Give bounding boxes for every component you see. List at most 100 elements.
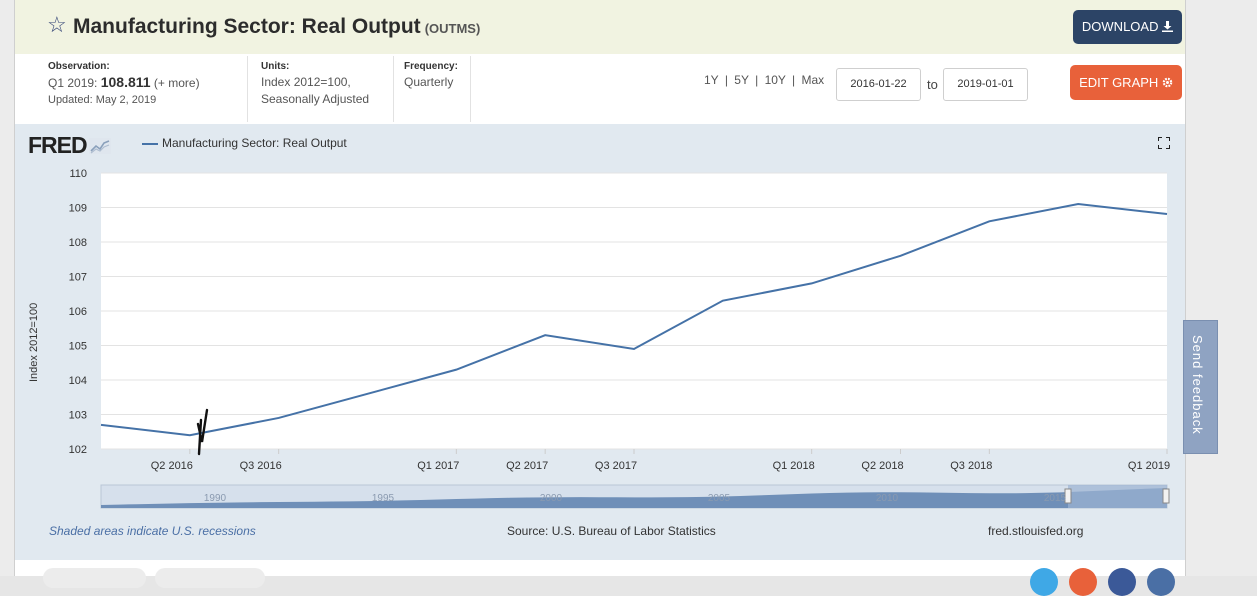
units-line1: Index 2012=100, bbox=[261, 75, 351, 89]
navigator-selection[interactable] bbox=[1068, 485, 1167, 508]
linkedin-icon[interactable] bbox=[1147, 568, 1175, 596]
data-point[interactable] bbox=[362, 388, 374, 400]
handwritten-mark bbox=[196, 408, 209, 456]
units-block: Units: Index 2012=100, Seasonally Adjust… bbox=[261, 61, 369, 108]
y-tick-label: 108 bbox=[69, 237, 87, 249]
edit-graph-button[interactable]: EDIT GRAPH bbox=[1070, 65, 1182, 100]
range-separator: | bbox=[724, 73, 728, 87]
y-tick-label: 103 bbox=[69, 410, 87, 422]
data-point[interactable] bbox=[184, 429, 196, 441]
y-tick-label: 109 bbox=[69, 203, 87, 215]
range-selector: 1Y | 5Y | 10Y | Max bbox=[704, 73, 824, 87]
observation-value-line: Q1 2019: 108.811 (+ more) bbox=[48, 74, 200, 92]
x-tick-label: Q2 2018 bbox=[861, 460, 903, 472]
chart-area: Index 2012=100 102 103 104 105 106 107 108 109 1… bbox=[15, 124, 1185, 560]
legend-label: Manufacturing Sector: Real Output bbox=[162, 136, 347, 150]
navigator-label: 1990 bbox=[204, 493, 227, 504]
data-point[interactable] bbox=[1072, 198, 1084, 210]
reddit-icon[interactable] bbox=[1069, 568, 1097, 596]
share-bar bbox=[15, 560, 1185, 596]
data-point[interactable] bbox=[450, 364, 462, 376]
date-to-label: to bbox=[927, 77, 938, 92]
download-button[interactable]: DOWNLOAD bbox=[1073, 10, 1182, 44]
data-point[interactable] bbox=[1161, 208, 1173, 220]
source-note: Source: U.S. Bureau of Labor Statistics bbox=[507, 524, 716, 538]
series-id: (OUTMS) bbox=[424, 21, 481, 36]
title-bar: ☆ Manufacturing Sector: Real Output (OUTM… bbox=[15, 0, 1185, 54]
units-label: Units: bbox=[261, 61, 290, 72]
data-point[interactable] bbox=[717, 295, 729, 307]
observation-block: Observation: Q1 2019: 108.811 (+ more) U… bbox=[48, 61, 200, 109]
x-tick-label: Q1 2019 bbox=[1128, 460, 1170, 472]
updated-date: Updated: May 2, 2019 bbox=[48, 94, 157, 106]
graph-panel: ☆ Manufacturing Sector: Real Output (OUTM… bbox=[14, 0, 1186, 596]
download-icon bbox=[1162, 19, 1174, 34]
send-feedback-tab[interactable]: Send feedback bbox=[1183, 320, 1218, 454]
data-point[interactable] bbox=[983, 215, 995, 227]
navigator-label: 2015 bbox=[1044, 493, 1067, 504]
site-link[interactable]: fred.stlouisfed.org bbox=[988, 524, 1084, 538]
facebook-icon[interactable] bbox=[1108, 568, 1136, 596]
data-point[interactable] bbox=[895, 250, 907, 262]
y-tick-label: 104 bbox=[69, 375, 87, 387]
navigator-label: 2005 bbox=[708, 493, 731, 504]
navigator-handle[interactable] bbox=[1162, 488, 1170, 504]
navigator-label: 1995 bbox=[372, 493, 395, 504]
frequency-label: Frequency: bbox=[404, 61, 458, 72]
data-point[interactable] bbox=[273, 412, 285, 424]
page-margin-right bbox=[1186, 0, 1257, 576]
observation-period: Q1 2019: bbox=[48, 76, 98, 90]
fred-logo-text: FRED bbox=[28, 132, 88, 158]
data-point[interactable] bbox=[806, 277, 818, 289]
start-date-input[interactable]: 2016-01-22 bbox=[836, 68, 921, 101]
x-tick-label: Q3 2018 bbox=[950, 460, 992, 472]
data-point[interactable] bbox=[95, 419, 107, 431]
y-tick-label: 107 bbox=[69, 272, 87, 284]
share-pill-button[interactable] bbox=[43, 568, 146, 588]
fullscreen-icon[interactable] bbox=[1157, 136, 1171, 152]
share-pill-button[interactable] bbox=[155, 568, 265, 588]
twitter-icon[interactable] bbox=[1030, 568, 1058, 596]
y-axis-label: Index 2012=100 bbox=[28, 303, 40, 382]
navigator-label: 2000 bbox=[540, 493, 563, 504]
recessions-note: Shaded areas indicate U.S. recessions bbox=[49, 524, 256, 538]
data-point[interactable] bbox=[628, 343, 640, 355]
x-tick-label: Q3 2017 bbox=[595, 460, 637, 472]
series-line bbox=[100, 203, 1168, 437]
fred-logo: FRED bbox=[28, 132, 111, 159]
range-max[interactable]: Max bbox=[801, 73, 825, 87]
range-10y[interactable]: 10Y bbox=[764, 73, 786, 87]
x-tick-label: Q1 2017 bbox=[417, 460, 459, 472]
meta-divider bbox=[247, 56, 248, 122]
observation-value: 108.811 bbox=[100, 74, 151, 90]
range-separator: | bbox=[755, 73, 759, 87]
observation-more-link[interactable]: (+ more) bbox=[153, 76, 200, 90]
meta-divider bbox=[393, 56, 394, 122]
data-point[interactable] bbox=[539, 329, 551, 341]
frequency-block: Frequency: Quarterly bbox=[404, 61, 458, 91]
navigator-handle[interactable] bbox=[1064, 488, 1072, 504]
observation-label: Observation: bbox=[48, 61, 110, 72]
navigator-series bbox=[101, 488, 1167, 508]
page-margin-left bbox=[0, 0, 14, 576]
send-feedback-label: Send feedback bbox=[1190, 335, 1205, 435]
series-title: Manufacturing Sector: Real Output bbox=[73, 15, 421, 38]
y-tick-label: 110 bbox=[69, 168, 87, 180]
page-title: Manufacturing Sector: Real Output (OUTMS) bbox=[73, 15, 480, 39]
range-1y[interactable]: 1Y bbox=[704, 73, 719, 87]
y-tick-label: 105 bbox=[69, 341, 87, 353]
meta-divider bbox=[470, 56, 471, 122]
gear-icon bbox=[1162, 75, 1173, 90]
units-line2: Seasonally Adjusted bbox=[261, 92, 370, 106]
y-tick-label: 102 bbox=[69, 444, 87, 456]
x-tick-label: Q3 2016 bbox=[240, 460, 282, 472]
x-tick-label: Q2 2017 bbox=[506, 460, 548, 472]
end-date-input[interactable]: 2019-01-01 bbox=[943, 68, 1028, 101]
frequency-value: Quarterly bbox=[404, 75, 454, 89]
range-5y[interactable]: 5Y bbox=[734, 73, 749, 87]
edit-graph-label: EDIT GRAPH bbox=[1079, 75, 1159, 90]
chart-canvas: Index 2012=100 102 103 104 105 106 107 108 109 1… bbox=[28, 168, 1173, 509]
download-label: DOWNLOAD bbox=[1081, 19, 1159, 34]
legend-swatch bbox=[142, 143, 158, 145]
star-icon[interactable]: ☆ bbox=[47, 12, 67, 37]
